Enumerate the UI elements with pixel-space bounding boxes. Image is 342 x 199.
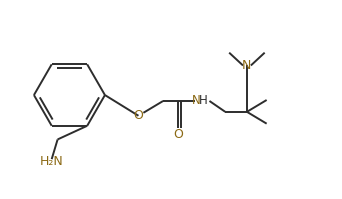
Text: N: N (242, 59, 252, 72)
Text: O: O (173, 128, 183, 141)
Text: N: N (192, 95, 201, 107)
Text: H₂N: H₂N (40, 155, 64, 168)
Text: H: H (199, 95, 208, 107)
Text: O: O (133, 109, 143, 122)
